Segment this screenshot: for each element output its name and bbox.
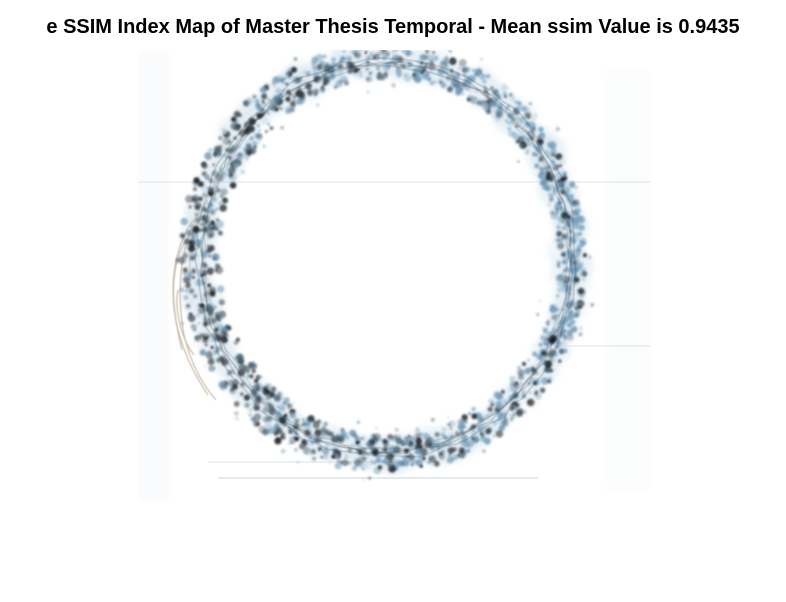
ssim-map-image bbox=[138, 50, 650, 502]
background-haze bbox=[138, 50, 650, 502]
ssim-map-canvas bbox=[138, 50, 650, 502]
ring-core bbox=[194, 57, 577, 458]
figure-title: e SSIM Index Map of Master Thesis Tempor… bbox=[46, 16, 740, 38]
